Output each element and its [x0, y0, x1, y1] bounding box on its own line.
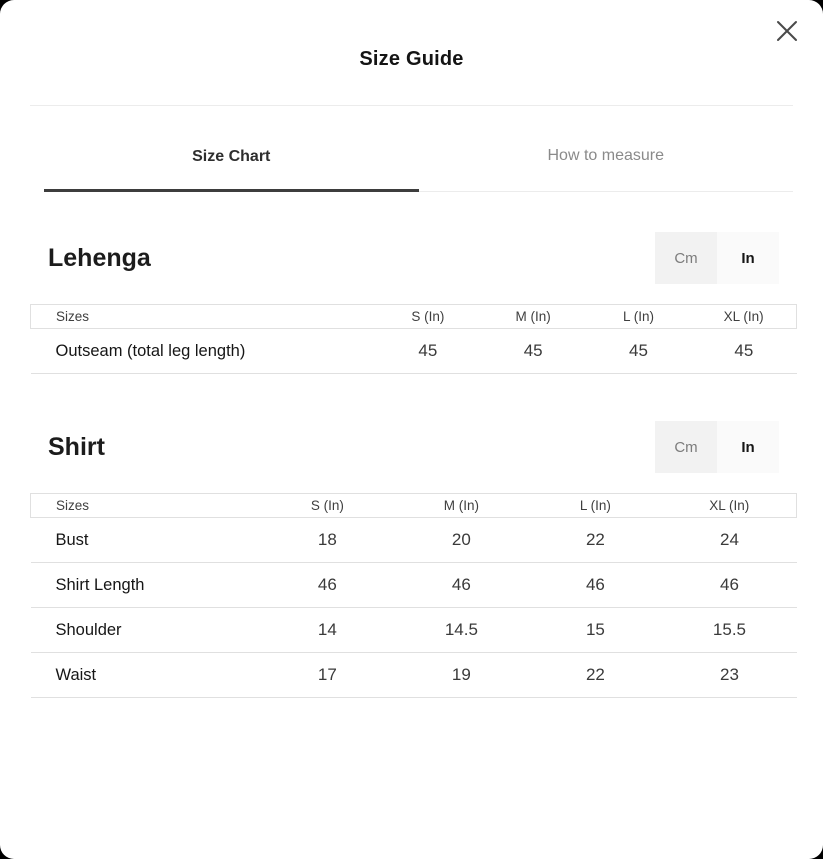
table-header-row: Sizes S (In) M (In) L (In) XL (In) — [30, 493, 798, 518]
section-header-shirt: Shirt Cm In — [48, 421, 779, 473]
table-row: Waist 17 19 22 23 — [30, 652, 797, 698]
size-value-cell: 46 — [662, 562, 797, 608]
modal-title: Size Guide — [359, 48, 464, 70]
modal-header: Size Guide — [0, 0, 823, 71]
size-value-cell: 45 — [375, 328, 481, 374]
size-value-cell: 23 — [662, 652, 797, 698]
size-value-cell: 19 — [394, 652, 529, 698]
column-header-s: S (In) — [375, 304, 481, 329]
row-label: Outseam (total leg length) — [30, 328, 376, 374]
size-value-cell: 20 — [394, 517, 529, 563]
in-toggle-button[interactable]: In — [717, 232, 779, 284]
size-value-cell: 15.5 — [662, 607, 797, 653]
column-header-sizes: Sizes — [30, 304, 376, 329]
size-value-cell: 46 — [260, 562, 395, 608]
section-title-lehenga: Lehenga — [48, 243, 151, 272]
size-value-cell: 46 — [394, 562, 529, 608]
size-value-cell: 24 — [662, 517, 797, 563]
table-row: Shoulder 14 14.5 15 15.5 — [30, 607, 797, 653]
column-header-xl: XL (In) — [691, 304, 798, 329]
table-header-row: Sizes S (In) M (In) L (In) XL (In) — [30, 304, 798, 329]
table-row: Shirt Length 46 46 46 46 — [30, 562, 797, 608]
in-toggle-button[interactable]: In — [717, 421, 779, 473]
size-value-cell: 45 — [585, 328, 692, 374]
column-header-s: S (In) — [260, 493, 395, 518]
size-value-cell: 18 — [260, 517, 395, 563]
row-label: Waist — [30, 652, 261, 698]
header-divider — [30, 105, 793, 106]
tab-how-to-measure[interactable]: How to measure — [419, 147, 794, 191]
cm-toggle-button[interactable]: Cm — [655, 232, 717, 284]
lehenga-size-table: Sizes S (In) M (In) L (In) XL (In) Outse… — [30, 304, 798, 374]
size-value-cell: 45 — [691, 328, 797, 374]
size-value-cell: 15 — [528, 607, 663, 653]
row-label: Bust — [30, 517, 261, 563]
close-icon — [777, 21, 797, 41]
unit-toggle-shirt: Cm In — [655, 421, 779, 473]
table-row: Bust 18 20 22 24 — [30, 517, 797, 563]
size-value-cell: 14 — [260, 607, 395, 653]
tab-size-chart[interactable]: Size Chart — [44, 147, 419, 192]
size-value-cell: 22 — [528, 517, 663, 563]
section-header-lehenga: Lehenga Cm In — [48, 232, 779, 284]
size-value-cell: 46 — [528, 562, 663, 608]
tab-bar: Size Chart How to measure — [44, 147, 793, 192]
cm-toggle-button[interactable]: Cm — [655, 421, 717, 473]
column-header-m: M (In) — [480, 304, 586, 329]
close-button[interactable] — [771, 15, 803, 47]
column-header-l: L (In) — [528, 493, 663, 518]
column-header-l: L (In) — [585, 304, 692, 329]
column-header-xl: XL (In) — [662, 493, 798, 518]
size-value-cell: 14.5 — [394, 607, 529, 653]
size-value-cell: 45 — [480, 328, 586, 374]
column-header-sizes: Sizes — [30, 493, 261, 518]
unit-toggle-lehenga: Cm In — [655, 232, 779, 284]
size-value-cell: 17 — [260, 652, 395, 698]
column-header-m: M (In) — [394, 493, 529, 518]
section-title-shirt: Shirt — [48, 432, 105, 461]
size-value-cell: 22 — [528, 652, 663, 698]
row-label: Shirt Length — [30, 562, 261, 608]
row-label: Shoulder — [30, 607, 261, 653]
table-row: Outseam (total leg length) 45 45 45 45 — [30, 328, 797, 374]
shirt-size-table: Sizes S (In) M (In) L (In) XL (In) Bust … — [30, 493, 798, 698]
